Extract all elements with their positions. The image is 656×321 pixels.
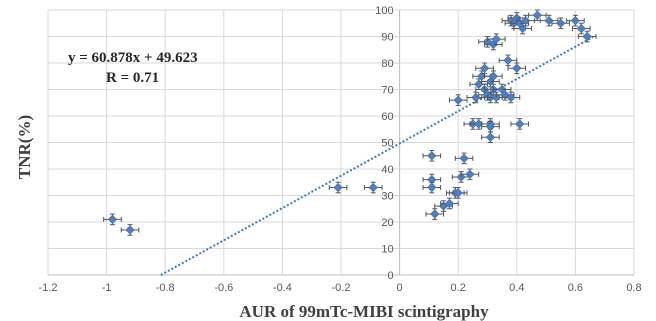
equation-label: y = 60.878x + 49.623: [68, 50, 198, 66]
point-marker: [491, 34, 501, 44]
data-point: [577, 30, 597, 43]
data-point: [481, 120, 500, 133]
y-tick-label: 30: [381, 191, 393, 203]
y-tick-label: 60: [381, 111, 393, 123]
data-point: [571, 22, 591, 35]
x-tick-label: 0.2: [451, 282, 466, 294]
point-marker: [333, 182, 343, 193]
x-tick-label: 0: [397, 282, 403, 294]
point-marker: [518, 23, 528, 34]
data-point: [498, 54, 518, 67]
x-tick-label: -1.2: [39, 282, 58, 294]
y-tick-label: 0: [387, 270, 393, 282]
r-value-label: R = 0.71: [106, 70, 159, 86]
point-marker: [427, 151, 437, 161]
x-tick-label: -0.6: [214, 282, 233, 294]
point-marker: [453, 188, 463, 198]
point-marker: [456, 172, 466, 182]
x-tick-label: 0.8: [626, 282, 641, 294]
data-point: [539, 14, 559, 27]
point-marker: [556, 18, 566, 28]
y-tick-label: 80: [381, 58, 393, 70]
point-marker: [125, 225, 135, 235]
data-point: [448, 187, 468, 199]
data-point: [363, 181, 383, 194]
y-tick-label: 100: [375, 5, 393, 17]
data-point: [469, 78, 488, 90]
data-point: [528, 9, 547, 22]
data-point: [120, 224, 140, 236]
x-tick-label: -0.4: [273, 282, 292, 294]
point-marker: [479, 63, 490, 73]
x-tick-label: 0.4: [509, 282, 524, 294]
trendline: [160, 36, 594, 276]
data-point: [507, 62, 527, 75]
data-point: [551, 17, 571, 30]
data-point: [422, 149, 442, 162]
point-marker: [570, 15, 581, 26]
x-tick-label: -0.8: [156, 282, 175, 294]
data-point: [510, 118, 530, 130]
point-marker: [532, 10, 542, 20]
data-point: [454, 152, 474, 165]
y-tick-label: 50: [381, 138, 393, 150]
data-point: [448, 94, 468, 106]
y-tick-label: 10: [381, 244, 393, 256]
data-point: [501, 91, 521, 104]
y-axis-title: TNR(%): [15, 115, 34, 179]
x-tick-label: -1: [102, 282, 112, 294]
point-marker: [444, 198, 455, 209]
data-point: [484, 70, 503, 83]
point-marker: [485, 121, 496, 132]
trendline-layer: [160, 36, 594, 276]
point-marker: [544, 15, 554, 26]
data-point: [103, 213, 122, 226]
x-tick-label: -0.2: [332, 282, 351, 294]
y-tick-label: 40: [381, 164, 393, 176]
data-point: [422, 181, 442, 194]
data-point: [487, 33, 506, 45]
point-marker: [515, 119, 525, 129]
x-tick-label: 0.6: [568, 282, 583, 294]
point-marker: [368, 182, 378, 193]
point-marker: [485, 132, 496, 142]
x-axis-title: AUR of 99mTc-MIBI scintigraphy: [239, 302, 489, 321]
point-marker: [520, 15, 531, 26]
y-tick-label: 90: [381, 32, 393, 44]
data-point: [440, 197, 459, 210]
data-point: [513, 22, 532, 35]
data-points: [103, 9, 597, 236]
data-point: [460, 168, 480, 181]
point-marker: [576, 23, 586, 34]
point-marker: [503, 55, 513, 65]
point-marker: [453, 95, 463, 105]
tick-labels: -1.2 -1 -0.8 -0.6 -0.4 -0.2 0 0.2 0.4 0.6 0.8 0 10 20…: [39, 5, 642, 294]
point-marker: [430, 209, 440, 219]
data-point: [566, 14, 585, 27]
data-point: [425, 208, 445, 220]
point-marker: [491, 92, 501, 103]
point-marker: [427, 182, 437, 193]
data-point: [481, 131, 500, 143]
point-marker: [506, 92, 516, 103]
point-marker: [482, 37, 493, 47]
y-tick-label: 20: [381, 217, 393, 229]
data-point: [516, 14, 535, 27]
y-tick-label: 70: [381, 85, 393, 97]
point-marker: [465, 169, 475, 179]
point-marker: [459, 153, 469, 164]
point-marker: [107, 214, 118, 224]
point-marker: [512, 63, 522, 73]
point-marker: [582, 31, 592, 42]
point-marker: [488, 71, 498, 81]
data-point: [328, 181, 348, 194]
data-point: [475, 62, 494, 75]
